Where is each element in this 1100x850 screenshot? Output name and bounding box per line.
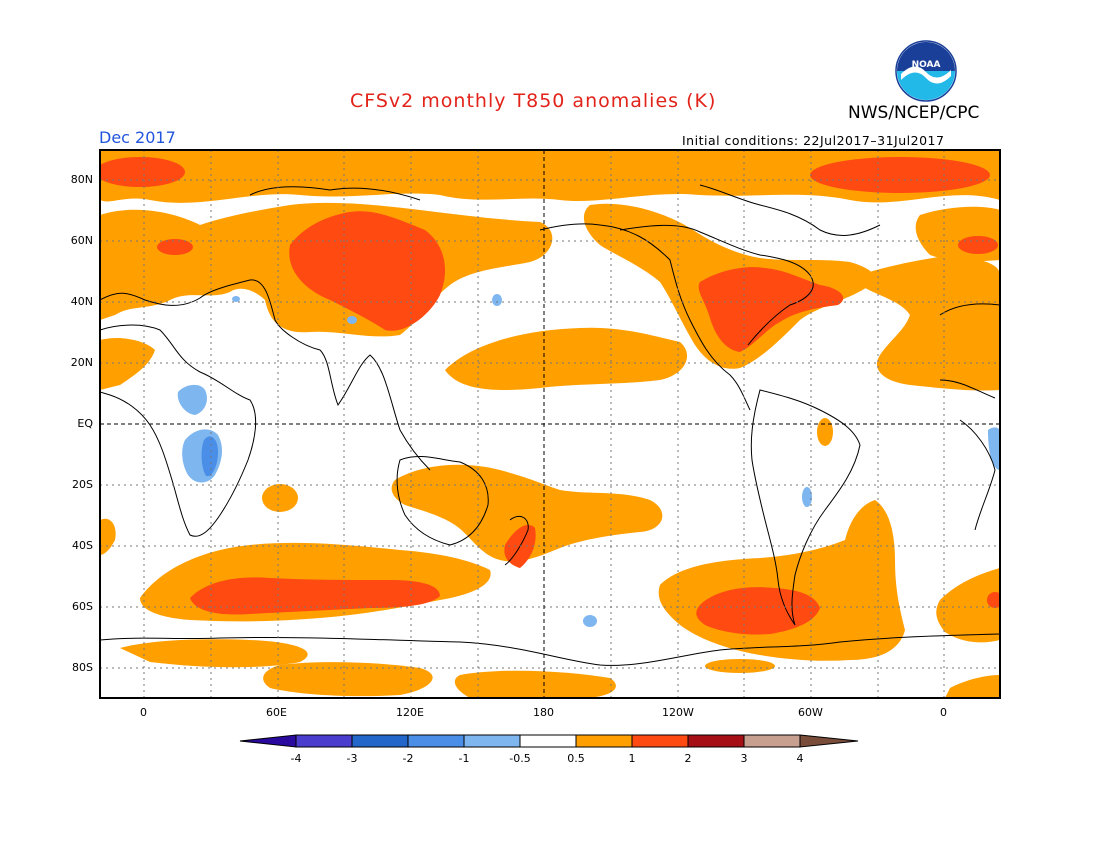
logo-text: NOAA xyxy=(912,60,941,70)
anomaly-region xyxy=(100,157,185,187)
lat-label: 20N xyxy=(70,356,93,369)
colorbar-segment xyxy=(295,734,353,748)
anomaly-region xyxy=(190,577,440,615)
anomaly-region xyxy=(445,327,688,391)
valid-month-label: Dec 2017 xyxy=(99,128,176,147)
anomaly-region xyxy=(987,592,1000,608)
colorbar-arrow-high xyxy=(799,734,859,748)
lat-label: 40N xyxy=(70,295,93,308)
colorbar-segment xyxy=(687,734,745,748)
anomaly-region xyxy=(232,296,240,302)
colorbar-segment xyxy=(407,734,465,748)
lat-label: 40S xyxy=(72,539,93,552)
anomaly-region xyxy=(391,464,663,562)
lon-label: 0 xyxy=(940,706,947,719)
anomaly-region xyxy=(988,427,1000,470)
anomaly-region xyxy=(915,206,1000,262)
anomaly-region xyxy=(492,294,502,306)
colorbar-label: -4 xyxy=(290,752,302,765)
anomaly-region xyxy=(817,418,833,446)
colorbar-segment xyxy=(519,734,577,748)
colorbar-label: 0.5 xyxy=(567,752,585,765)
colorbar-segment xyxy=(743,734,801,748)
lat-label: 20S xyxy=(72,478,93,491)
colorbar-segment xyxy=(631,734,689,748)
lon-label: 120W xyxy=(662,706,694,719)
colorbar-arrow-low xyxy=(239,734,297,748)
colorbar-label: 1 xyxy=(628,752,636,765)
anomaly-region xyxy=(347,316,357,324)
chart-title: CFSv2 monthly T850 anomalies (K) xyxy=(350,90,717,112)
agency-label: NWS/NCEP/CPC xyxy=(848,103,980,123)
map-field xyxy=(100,150,1000,698)
anomaly-region xyxy=(945,675,1000,698)
colorbar-label: -0.5 xyxy=(509,752,531,765)
colorbar-label: -2 xyxy=(402,752,414,765)
colorbar-label: 3 xyxy=(740,752,748,765)
anomaly-region xyxy=(583,615,597,627)
anomaly-region xyxy=(201,436,218,477)
anomaly-region xyxy=(263,662,433,697)
lon-label: 0 xyxy=(140,706,147,719)
lon-label: 60W xyxy=(798,706,823,719)
initial-conditions: Initial conditions: 22Jul2017–31Jul2017 xyxy=(682,133,944,148)
anomaly-region xyxy=(262,484,298,512)
anomaly-region xyxy=(936,568,1000,643)
colorbar-segment xyxy=(575,734,633,748)
anomaly-region xyxy=(696,587,820,635)
map-frame xyxy=(99,149,1001,699)
colorbar-label: -1 xyxy=(458,752,470,765)
lat-label: 60N xyxy=(70,234,93,247)
anomaly-region xyxy=(177,384,207,415)
anomaly-region xyxy=(860,255,1000,391)
colorbar xyxy=(239,734,859,748)
colorbar-label: 4 xyxy=(796,752,804,765)
lat-label: EQ xyxy=(77,417,93,430)
lat-label: 80S xyxy=(72,661,93,674)
noaa-logo-icon: NOAA xyxy=(895,40,957,102)
colorbar-segment xyxy=(351,734,409,748)
anomaly-region xyxy=(454,670,616,698)
anomaly-region xyxy=(100,338,155,390)
graticule xyxy=(100,150,1000,698)
coastlines xyxy=(100,184,1000,666)
anomaly-region xyxy=(698,267,844,352)
anomaly-region xyxy=(157,239,193,255)
lon-label: 180 xyxy=(533,706,554,719)
colorbar-label: -3 xyxy=(346,752,358,765)
anomaly-region xyxy=(810,157,990,193)
initial-conditions-label: Initial conditions: xyxy=(682,133,799,148)
initial-conditions-value: 22Jul2017–31Jul2017 xyxy=(803,133,945,148)
anomaly-region xyxy=(802,487,812,507)
lon-label: 60E xyxy=(266,706,287,719)
colorbar-segment xyxy=(463,734,521,748)
anomaly-region xyxy=(705,659,775,673)
lat-label: 80N xyxy=(70,173,93,186)
lon-label: 120E xyxy=(396,706,424,719)
lat-label: 60S xyxy=(72,600,93,613)
anomaly-region xyxy=(100,518,116,555)
anomaly-region xyxy=(120,639,308,668)
colorbar-label: 2 xyxy=(684,752,692,765)
anomaly-region xyxy=(958,236,998,254)
